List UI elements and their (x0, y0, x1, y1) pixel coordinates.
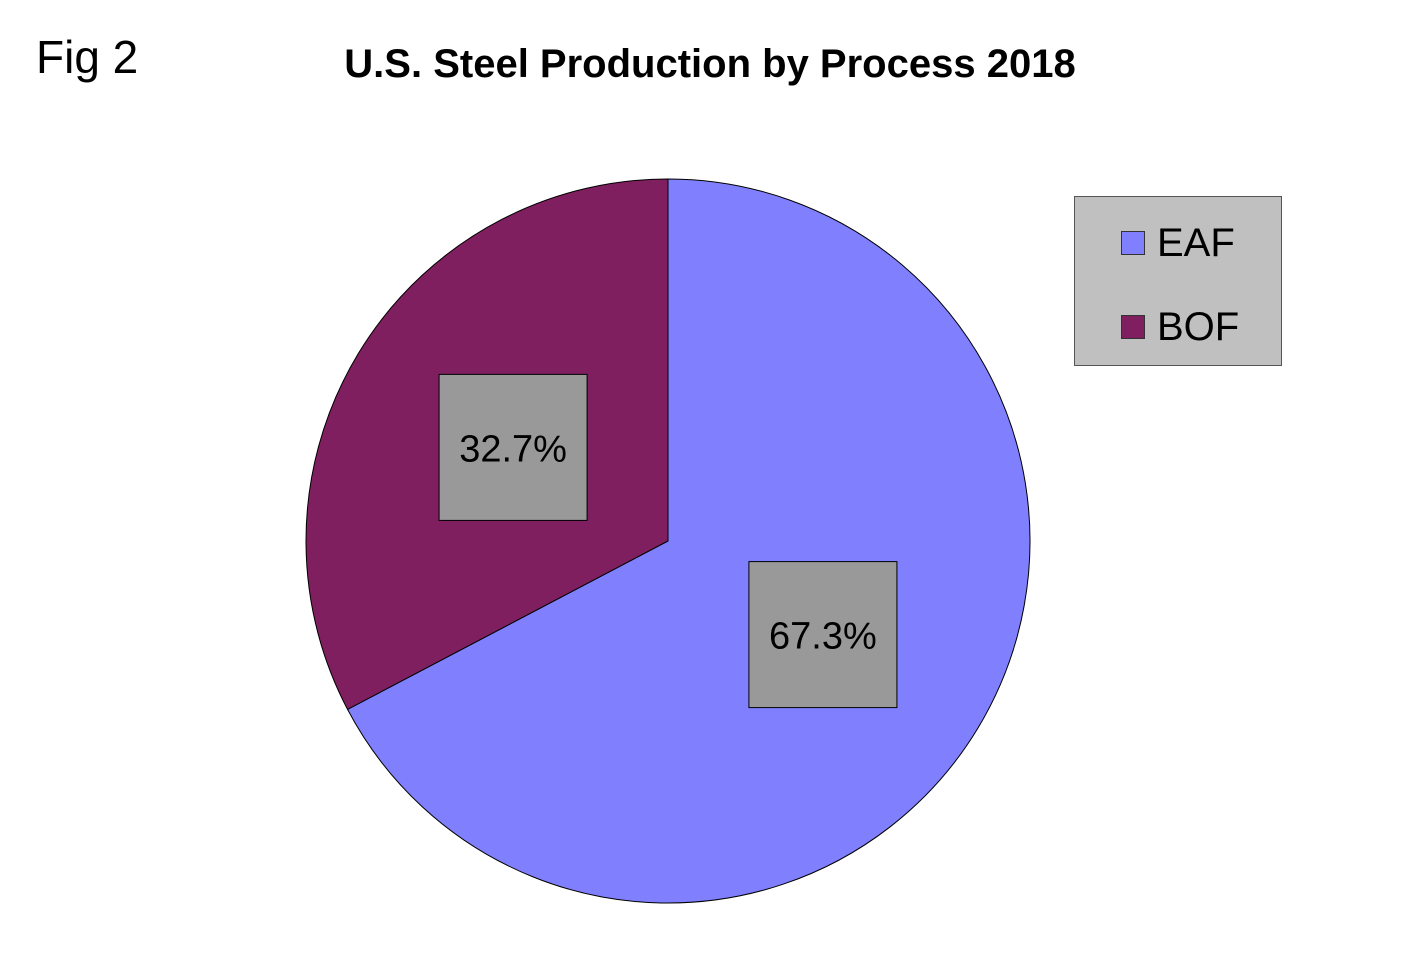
data-label-bof: 32.7% (438, 373, 588, 521)
legend-label-bof: BOF (1157, 305, 1240, 349)
legend-swatch-eaf (1121, 231, 1145, 255)
pie-slice-eaf (346, 178, 1031, 904)
data-label-box (748, 561, 898, 709)
legend-item-bof: BOF (1121, 305, 1239, 349)
chart-legend: EAF BOF (1074, 196, 1282, 366)
data-label-text: 32.7% (459, 428, 567, 470)
legend-swatch-bof (1121, 315, 1145, 339)
legend-label-eaf: EAF (1157, 221, 1235, 265)
data-label-box (438, 373, 588, 521)
chart-title: U.S. Steel Production by Process 2018 (344, 42, 1076, 86)
figure-label: Fig 2 (36, 31, 139, 83)
legend-item-eaf: EAF (1121, 221, 1235, 265)
data-label-text: 67.3% (769, 616, 877, 658)
data-label-eaf: 67.3% (748, 561, 898, 709)
